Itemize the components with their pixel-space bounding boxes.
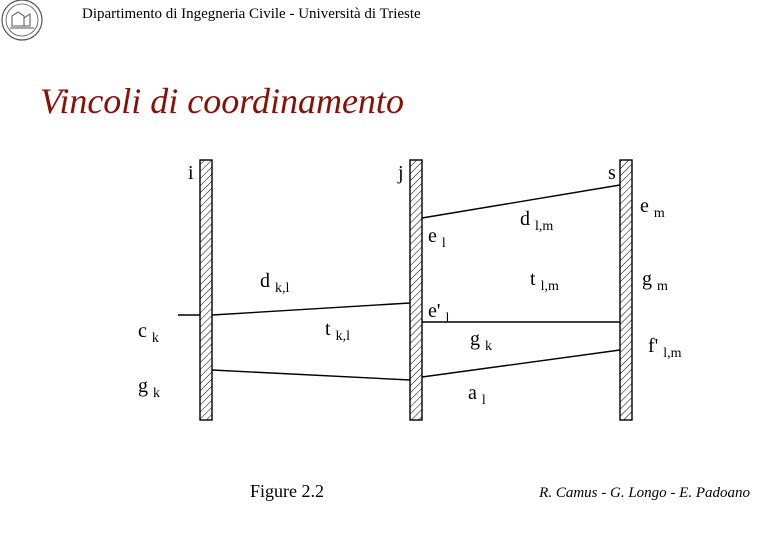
- university-seal-icon: [0, 0, 44, 42]
- diagram-label: d l,m: [520, 208, 553, 235]
- diagram-label: a l: [468, 382, 486, 409]
- diagram-label: s: [608, 162, 616, 185]
- slide-title: Vincoli di coordinamento: [40, 80, 404, 122]
- diagram-label: j: [398, 162, 404, 185]
- diagram-label: t k,l: [325, 318, 350, 345]
- diagram-label: i: [188, 162, 194, 185]
- diagram-label: e' l: [428, 300, 449, 327]
- department-header: Dipartimento di Ingegneria Civile - Univ…: [82, 6, 421, 23]
- diagram-label: e l: [428, 225, 446, 252]
- coordination-constraints-diagram: [90, 140, 710, 440]
- diagram-label: g m: [642, 268, 668, 295]
- page: Dipartimento di Ingegneria Civile - Univ…: [0, 0, 780, 540]
- diagram-label: g k: [470, 328, 492, 355]
- figure-caption: Figure 2.2: [250, 481, 324, 502]
- diagram-label: e m: [640, 195, 665, 222]
- diagram-label: g k: [138, 375, 160, 402]
- diagram-label: c k: [138, 320, 159, 347]
- authors-footer: R. Camus - G. Longo - E. Padoano: [539, 485, 750, 502]
- diagram-label: f' l,m: [648, 335, 682, 362]
- diagram-label: d k,l: [260, 270, 289, 297]
- diagram-label: t l,m: [530, 268, 559, 295]
